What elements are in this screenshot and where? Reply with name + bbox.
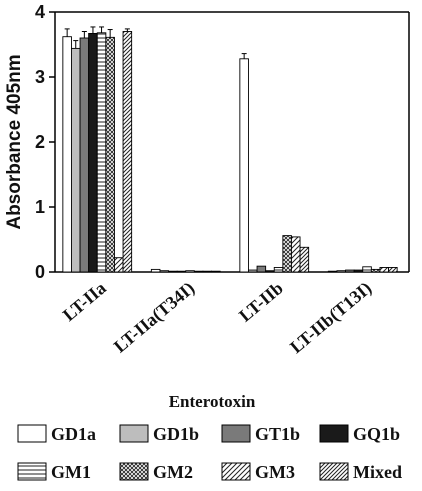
bar-gm2-3 [282,235,292,273]
y-tick-label: 4 [35,2,45,22]
bar-gq1b-1 [88,33,98,273]
bar-series-group [62,26,398,273]
x-axis-title: Enterotoxin [169,392,256,411]
legend-swatch-gt1b [221,424,251,443]
bar-gm1-1 [96,32,107,273]
legend-swatch-mixed [319,462,349,481]
bar-gm2-2 [193,270,204,273]
bar-gt1b-2 [168,270,178,273]
bar-gt1b-4 [345,269,355,273]
bar-gm1-2 [185,270,195,273]
legend-label-gd1a: GD1a [51,424,96,444]
y-tick-label: 1 [35,197,45,217]
legend-label-gm1: GM1 [51,462,91,482]
bar-mixed-3 [299,246,310,273]
bar-gm1-4 [362,266,372,273]
bar-gm2-4 [370,268,381,273]
bar-gm1-3 [273,267,284,273]
bar-gd1b-1 [70,47,81,273]
bar-gq1b-4 [353,269,364,273]
x-category-label: LT-IIa [59,278,110,325]
legend-label-gm3: GM3 [255,462,295,482]
bar-mixed-1 [122,31,133,273]
y-axis-ticks: 0 1 2 3 4 [35,2,55,282]
bar-gt1b-1 [79,37,90,273]
legend: GD1a GD1b GT1b GQ1b GM1 GM2 GM3 Mixed [17,424,402,482]
legend-swatch-gd1a [17,424,47,443]
legend-label-gd1b: GD1b [153,424,199,444]
bar-gd1a-3 [239,58,249,273]
legend-swatch-gm3 [221,462,251,481]
bar-gd1b-2 [159,270,169,273]
x-category-label: LT-IIa(T34I) [110,278,199,358]
y-tick-label: 0 [35,262,45,282]
bar-gq1b-2 [176,270,187,273]
bar-gm3-3 [291,236,301,273]
bar-gd1b-3 [247,269,258,273]
legend-swatch-gm1 [17,462,47,481]
y-tick-label: 3 [35,67,45,87]
legend-label-gq1b: GQ1b [353,424,400,444]
bar-gd1b-4 [336,270,347,273]
y-axis-title: Absorbance 405nm [4,54,25,229]
legend-label-gt1b: GT1b [255,424,300,444]
legend-label-gm2: GM2 [153,462,193,482]
bar-gm2-1 [105,36,115,273]
bar-gq1b-3 [265,270,275,273]
bar-gm3-1 [113,257,124,273]
legend-swatch-gm2 [119,462,149,481]
bar-mixed-2 [211,270,221,273]
bar-gd1a-1 [62,36,72,273]
bar-mixed-4 [388,267,398,273]
legend-swatch-gd1b [119,424,149,443]
bar-gm3-2 [202,270,212,273]
legend-swatch-gq1b [319,424,349,443]
y-tick-label: 2 [35,132,45,152]
bar-gd1a-4 [327,270,338,273]
x-category-label: LT-IIb(T13I) [286,278,376,358]
bar-gd1a-2 [150,268,161,273]
bar-gm3-4 [379,267,390,273]
x-axis-category-labels: LT-IIa LT-IIa(T34I) LT-IIb LT-IIb(T13I) [59,278,376,358]
legend-label-mixed: Mixed [353,462,402,482]
bar-gt1b-3 [256,265,267,273]
x-category-label: LT-IIb [235,278,287,326]
